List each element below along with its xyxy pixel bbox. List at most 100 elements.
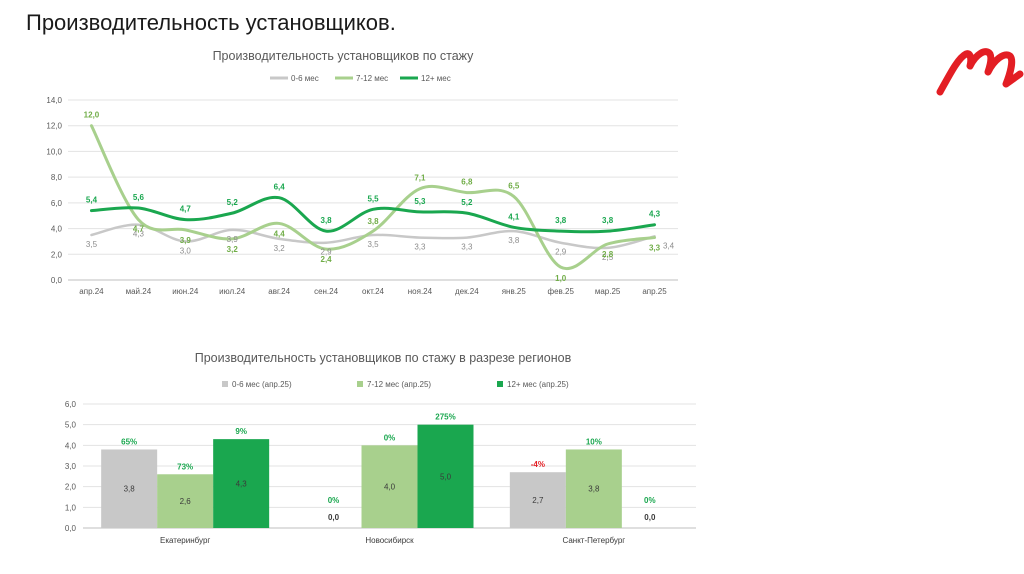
line-chart-data-labels: 3,54,33,03,93,2 2,93,5 3,3 3,33,82,92,53,41… [84, 111, 675, 283]
data-label: 2,5 [602, 253, 614, 262]
y-tick-label: 10,0 [46, 147, 62, 156]
legend-swatch [357, 381, 363, 387]
x-tick-label: Новосибирск [365, 536, 414, 545]
data-label: 7,1 [414, 174, 426, 183]
data-label: 3,2 [274, 244, 286, 253]
series-12plus-line [89, 195, 657, 234]
bar-change-label: 0% [384, 433, 396, 442]
data-label: 1,0 [555, 274, 567, 283]
y-tick-label: 4,0 [65, 441, 77, 450]
legend-label: 7-12 мес [356, 74, 388, 83]
bar-value-label: 2,6 [180, 497, 192, 506]
x-tick-label: окт.24 [362, 287, 384, 296]
bar [101, 449, 158, 528]
y-tick-label: 2,0 [65, 483, 77, 492]
bar-chart-title: Производительность установщиков по стажу… [195, 351, 572, 365]
y-tick-label: 6,0 [65, 400, 77, 409]
line-chart-title: Производительность установщиков по стажу [213, 49, 475, 63]
bar-chart-bars: 3,8 65% 2,6 73% 4,3 9% 0,0 0% 4,0 0% 5,0 275% 2,7 -4%… [101, 413, 656, 528]
x-tick-label: авг.24 [268, 287, 290, 296]
data-label: 4,7 [180, 205, 192, 214]
bar-change-label: 65% [121, 437, 137, 446]
y-tick-label: 6,0 [51, 199, 63, 208]
bar-change-label: 10% [586, 437, 602, 446]
bar [213, 439, 270, 528]
bar-chart-x-axis: Екатеринбург Новосибирск Санкт-Петербург [160, 536, 625, 545]
y-tick-label: 3,0 [65, 462, 77, 471]
line-chart-legend: 0-6 мес 7-12 мес 12+ мес [270, 74, 451, 83]
legend-label: 12+ мес (апр.25) [507, 380, 569, 389]
line-chart: Производительность установщиков по стажу… [46, 49, 678, 296]
data-label: 3,3 [414, 243, 426, 252]
line-chart-grid [68, 99, 678, 281]
y-tick-label: 14,0 [46, 96, 62, 105]
brand-logo-icon [936, 48, 1024, 96]
data-label: 4,3 [133, 230, 145, 239]
bar-value-label: 3,8 [124, 485, 136, 494]
data-label: 3,8 [321, 216, 333, 225]
data-label: 2,8 [602, 250, 614, 259]
bar-change-label: 73% [177, 462, 193, 471]
bar-change-label: 275% [435, 413, 455, 422]
x-tick-label: июн.24 [172, 287, 199, 296]
data-label: 4,4 [274, 229, 286, 238]
y-tick-label: 12,0 [46, 122, 62, 131]
data-label: 3,5 [367, 240, 379, 249]
legend-swatch [222, 381, 228, 387]
y-tick-label: 4,0 [51, 225, 63, 234]
data-label: 12,0 [84, 111, 100, 120]
data-label: 3,8 [508, 236, 520, 245]
legend-swatch [497, 381, 503, 387]
data-label: 3,9 [227, 235, 239, 244]
bar-value-label: 2,7 [532, 496, 544, 505]
y-tick-label: 1,0 [65, 503, 77, 512]
bar-value-label: 4,0 [384, 483, 396, 492]
line-chart-series [89, 124, 657, 271]
y-tick-label: 0,0 [51, 276, 63, 285]
bar-change-label: 0% [328, 496, 340, 505]
bar-value-label: 5,0 [440, 472, 452, 481]
y-tick-label: 2,0 [51, 250, 63, 259]
x-tick-label: янв.25 [502, 287, 527, 296]
data-label: 4,7 [133, 225, 145, 234]
data-label: 4,3 [649, 210, 661, 219]
legend-label: 7-12 мес (апр.25) [367, 380, 431, 389]
data-label: 3,3 [461, 243, 473, 252]
data-label: 3,8 [367, 217, 379, 226]
x-tick-label: дек.24 [455, 287, 479, 296]
x-tick-label: сен.24 [314, 287, 339, 296]
bar-change-label: 0% [644, 496, 656, 505]
legend-label: 0-6 мес [291, 74, 319, 83]
bar-value-label: 0,0 [328, 513, 340, 522]
data-label: 3,8 [555, 216, 567, 225]
data-label: 5,6 [133, 193, 145, 202]
x-tick-label: Екатеринбург [160, 536, 210, 545]
x-tick-label: июл.24 [219, 287, 246, 296]
series-7-12-line [89, 124, 657, 271]
bar-value-label: 0,0 [644, 513, 656, 522]
x-tick-label: Санкт-Петербург [562, 536, 625, 545]
x-tick-label: фев.25 [547, 287, 574, 296]
data-label: 3,5 [86, 240, 98, 249]
data-label: 3,2 [227, 245, 239, 254]
data-label: 3,3 [649, 244, 661, 253]
data-label: 3,9 [180, 236, 192, 245]
bar-chart: Производительность установщиков по стажу… [65, 351, 696, 545]
x-tick-label: ноя.24 [408, 287, 433, 296]
bar [361, 445, 418, 528]
data-label: 5,5 [367, 194, 379, 203]
y-tick-label: 5,0 [65, 421, 77, 430]
data-label: 5,4 [86, 196, 98, 205]
data-label: 2,9 [555, 248, 567, 257]
line-chart-y-axis: 0,0 2,0 4,0 6,0 8,0 10,0 12,0 14,0 [46, 96, 62, 285]
y-tick-label: 8,0 [51, 173, 63, 182]
line-chart-x-axis: апр.24 май.24 июн.24 июл.24 авг.24 сен.24 окт.… [79, 287, 667, 296]
y-tick-label: 0,0 [65, 524, 77, 533]
series-0-6-line [90, 223, 656, 250]
bar [509, 472, 566, 528]
data-label: 5,2 [461, 198, 473, 207]
x-tick-label: апр.24 [79, 287, 104, 296]
data-label: 3,0 [180, 246, 192, 255]
bar-value-label: 3,8 [588, 485, 600, 494]
bar-change-label: 9% [235, 427, 247, 436]
